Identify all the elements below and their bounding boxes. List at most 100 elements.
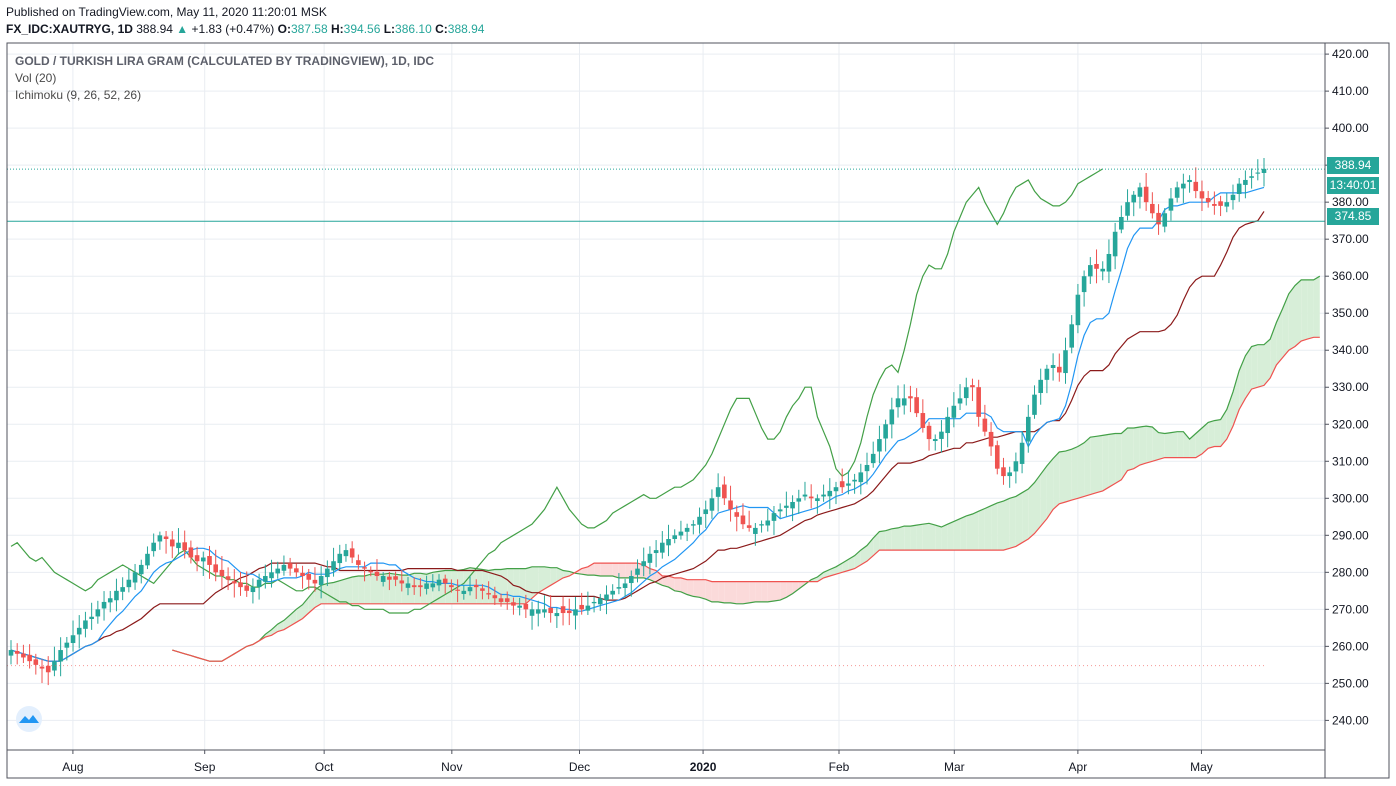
- candle-body: [45, 665, 51, 673]
- tradingview-logo-icon[interactable]: [13, 705, 45, 733]
- cloud-segment: [314, 585, 322, 608]
- candle-body: [188, 547, 194, 558]
- candle-body: [548, 607, 553, 614]
- cloud-segment: [953, 518, 961, 551]
- cloud-segment: [1164, 432, 1171, 458]
- candle-body: [604, 594, 609, 601]
- chart-grid: [7, 43, 1325, 750]
- candle-body: [1057, 366, 1062, 373]
- cloud-segment: [960, 515, 967, 551]
- cloud-segment: [1202, 422, 1209, 454]
- cloud-segment: [761, 581, 768, 602]
- cloud-segment: [1090, 436, 1097, 495]
- candle-body: [1150, 203, 1155, 214]
- candle-body: [418, 585, 423, 588]
- cloud-segment: [625, 563, 632, 578]
- cloud-segment: [1096, 435, 1103, 493]
- candle-body: [362, 567, 367, 569]
- candle-body: [1075, 294, 1081, 326]
- candle-body: [647, 553, 653, 563]
- candle-body: [852, 479, 857, 482]
- open-value: 387.58: [290, 22, 328, 36]
- candle-body: [126, 579, 132, 588]
- high-label: H:: [331, 22, 344, 36]
- candle-body: [455, 589, 460, 591]
- candle-body: [901, 398, 907, 406]
- candle-body: [107, 598, 113, 603]
- hline-price-tag[interactable]: 374.85: [1327, 208, 1379, 225]
- candle-body: [461, 590, 467, 594]
- cloud-segment: [662, 576, 669, 588]
- candle-body: [306, 573, 312, 580]
- candle-body: [225, 576, 231, 580]
- candle-body: [827, 490, 833, 497]
- candle-body: [1007, 472, 1012, 477]
- y-tick-label: 310.00: [1332, 454, 1369, 468]
- candle-body: [566, 610, 572, 614]
- cloud-segment: [1220, 409, 1227, 447]
- candle-body: [27, 654, 32, 662]
- candle-body: [815, 498, 820, 502]
- cloud-segment: [749, 581, 756, 603]
- cloud-segment: [401, 575, 408, 604]
- candle-body: [325, 568, 330, 578]
- cloud-segment: [457, 569, 464, 604]
- candle-body: [194, 555, 200, 562]
- cloud-segment: [984, 505, 992, 551]
- candle-body: [777, 509, 783, 512]
- chikou-span: [10, 168, 1104, 614]
- candle-body: [411, 585, 417, 588]
- candle-body: [951, 405, 957, 418]
- cloud-segment: [947, 521, 954, 551]
- cloud-segment: [879, 530, 886, 551]
- cloud-segment: [668, 576, 675, 591]
- cloud-segment: [1127, 428, 1134, 471]
- countdown-tag: 13:40:01: [1327, 177, 1379, 194]
- cloud-segment: [556, 567, 564, 582]
- price-lines: [7, 168, 1325, 667]
- candle-body: [64, 642, 70, 648]
- cloud-segment: [1065, 449, 1072, 502]
- cloud-segment: [910, 525, 917, 551]
- legend-volume[interactable]: Vol (20): [15, 71, 57, 85]
- up-arrow-icon: ▲: [176, 22, 189, 36]
- candle-body: [523, 603, 529, 610]
- cloud-segment: [1288, 285, 1295, 351]
- candle-body: [1174, 187, 1180, 198]
- cloud-segment: [519, 568, 526, 604]
- candle-body: [39, 666, 45, 669]
- candle-body: [1112, 231, 1118, 257]
- chart-legend-title[interactable]: GOLD / TURKISH LIRA GRAM (CALCULATED BY …: [15, 54, 435, 68]
- candle-body: [300, 572, 305, 577]
- cloud-segment: [327, 582, 334, 604]
- candle-body: [877, 439, 882, 452]
- candle-body: [622, 583, 628, 588]
- price-axis[interactable]: 240.00 250.00 260.00 270.00 280.00 290.00 300.…: [1325, 47, 1369, 727]
- cloud-segment: [1158, 432, 1165, 460]
- time-axis[interactable]: Aug Sep Oct Nov Dec 2020 Feb Mar Apr May: [62, 750, 1213, 774]
- cloud-segment: [997, 501, 1004, 551]
- cloud-segment: [1208, 420, 1215, 449]
- candle-body: [746, 525, 752, 528]
- cloud-segment: [743, 581, 750, 604]
- cloud-segment: [1313, 276, 1320, 338]
- cloud-segment: [1226, 391, 1233, 440]
- cloud-segment: [532, 566, 539, 599]
- cloud-segment: [656, 570, 663, 586]
- legend-ichimoku[interactable]: Ichimoku (9, 26, 52, 26): [15, 88, 142, 102]
- candle-body: [1181, 183, 1186, 189]
- cloud-segment: [1307, 279, 1314, 340]
- candle-body: [1038, 379, 1043, 393]
- cloud-segment: [941, 524, 948, 551]
- candle-body: [430, 583, 436, 588]
- candle-body: [1261, 168, 1267, 173]
- cloud-segment: [972, 511, 979, 551]
- candle-body: [1236, 183, 1242, 194]
- cloud-segment: [1022, 489, 1029, 543]
- candle-body: [1069, 324, 1075, 348]
- cloud-segment: [904, 526, 911, 551]
- cloud-segment: [755, 581, 762, 602]
- candle-body: [14, 651, 20, 654]
- y-tick-label: 420.00: [1332, 47, 1369, 61]
